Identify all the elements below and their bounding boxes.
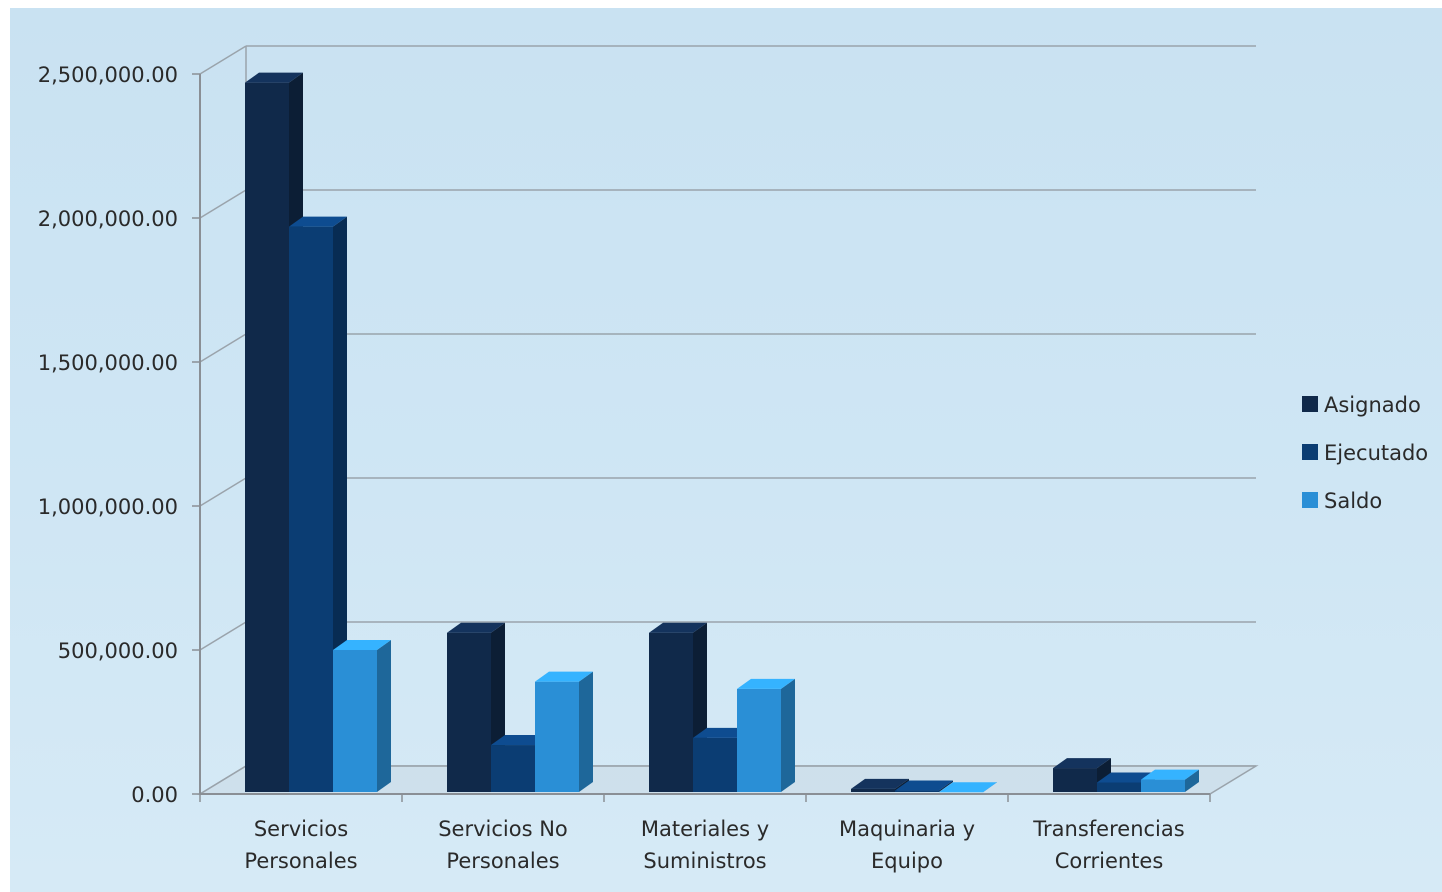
y-tick-label: 0.00 (131, 783, 178, 807)
x-category-label: Transferencias Corrientes (1032, 817, 1184, 873)
y-tick-label: 2,000,000.00 (38, 207, 178, 231)
bar-front (649, 632, 693, 792)
bar-front (693, 737, 737, 792)
bar-front (737, 688, 781, 792)
bar-saldo-0 (333, 640, 391, 792)
bar-side (781, 678, 795, 792)
legend-swatch (1302, 396, 1318, 412)
bar-front (289, 226, 333, 792)
bar-side (579, 671, 593, 792)
bar-top (649, 622, 707, 633)
legend-item-asignado: Asignado (1302, 393, 1421, 417)
bar-front (895, 790, 939, 792)
chart-area: 0.00 500,000.00 1,000,000.00 1,500,000.00 2,… (10, 8, 1442, 892)
bar-saldo-1 (535, 671, 593, 792)
bar-top (737, 678, 795, 689)
bar-top (851, 778, 909, 789)
gridline-depth (199, 189, 247, 219)
bar-front (447, 632, 491, 792)
bar-front (1097, 782, 1141, 792)
bar-top (289, 216, 347, 227)
bar-front (245, 82, 289, 792)
bar-front (851, 788, 895, 792)
x-category-label: Servicios No Personales (438, 817, 568, 873)
bar-front (1053, 768, 1097, 792)
budget-bar-chart: 0.00 500,000.00 1,000,000.00 1,500,000.00 2,… (38, 45, 1428, 873)
legend-item-saldo: Saldo (1302, 489, 1382, 513)
bar-layer (245, 72, 1199, 793)
y-tick-label: 1,000,000.00 (38, 495, 178, 519)
bar-top (535, 671, 593, 682)
bar-top (447, 622, 505, 633)
bar-front (491, 745, 535, 792)
gridline-depth (199, 477, 247, 507)
bar-top (333, 640, 391, 650)
x-category-label: Maquinaria y Equipo (839, 817, 975, 873)
bar-side (1185, 769, 1199, 792)
x-category-label: Materiales y Suministros (641, 817, 769, 873)
bar-front (333, 650, 377, 792)
legend-swatch (1302, 444, 1318, 460)
bar-top (1053, 758, 1111, 769)
bar-front (1141, 779, 1185, 792)
bar-side (939, 780, 953, 792)
legend-item-ejecutado: Ejecutado (1302, 441, 1428, 465)
gridline-depth (199, 45, 247, 75)
bar-side (377, 640, 391, 792)
bar-ejecutado-3 (895, 780, 953, 792)
bar-saldo-2 (737, 678, 795, 792)
y-tick-label: 2,500,000.00 (38, 63, 178, 87)
bar-top (1097, 772, 1155, 783)
legend-label: Saldo (1324, 489, 1382, 513)
gridline-depth (199, 333, 247, 363)
legend-swatch (1302, 492, 1318, 508)
bar-front (535, 681, 579, 792)
bar-top (491, 735, 549, 746)
bar-top (245, 72, 303, 83)
legend-label: Asignado (1324, 393, 1421, 417)
x-category-label: Servicios Personales (244, 817, 357, 873)
bar-saldo-3 (939, 782, 997, 793)
label-layer: 0.00 500,000.00 1,000,000.00 1,500,000.00 2,… (38, 63, 1185, 873)
gridline-depth (199, 621, 247, 651)
bar-top (939, 782, 997, 793)
legend: Asignado Ejecutado Saldo (1302, 393, 1428, 513)
y-tick-label: 500,000.00 (58, 639, 178, 663)
legend-label: Ejecutado (1324, 441, 1428, 465)
bar-top (895, 780, 953, 791)
bar-saldo-4 (1141, 769, 1199, 792)
bar-top (1141, 769, 1199, 780)
y-tick-label: 1,500,000.00 (38, 351, 178, 375)
axis-layer (192, 73, 1211, 802)
bar-top (693, 727, 751, 738)
